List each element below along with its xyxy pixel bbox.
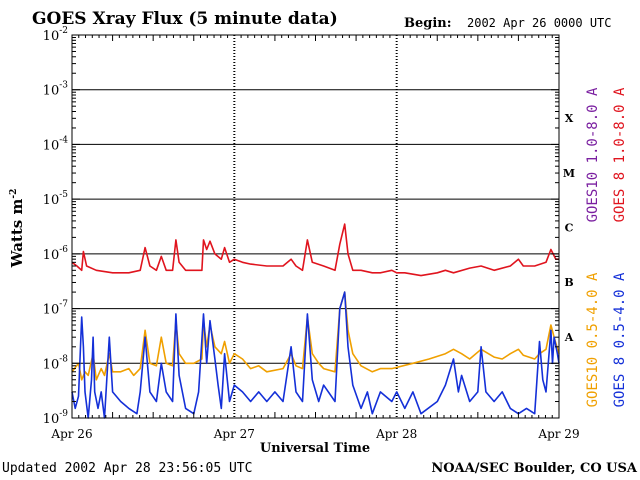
y-axis-title-sup: -2	[9, 189, 19, 199]
x-tick-label: Apr 28	[375, 427, 417, 441]
y-tick-label: 10-6	[43, 245, 69, 263]
y-tick-label: 10-7	[43, 300, 69, 318]
y-axis-title: Watts m-2	[8, 189, 26, 269]
y-tick-label: 10-9	[43, 409, 69, 427]
legend: GOES10 1.0-8.0 A GOES 8 1.0-8.0 A GOES10 0…	[585, 87, 628, 407]
data-layer	[71, 223, 560, 419]
plot-frame	[71, 34, 560, 419]
grid-layer	[72, 35, 559, 418]
x-tick-label: Apr 26	[50, 427, 92, 441]
source-text: NOAA/SEC Boulder, CO USA	[431, 461, 638, 476]
series-line	[71, 223, 559, 277]
flare-class-label: M	[563, 167, 575, 180]
x-axis-title: Universal Time	[260, 441, 370, 456]
flare-class-label: B	[564, 276, 573, 289]
y-axis-title-main: Watts m	[8, 199, 26, 269]
begin-value: 2002 Apr 26 0000 UTC	[467, 16, 612, 30]
y-tick-label: 10-8	[43, 354, 69, 372]
flare-class-label: X	[565, 112, 574, 125]
y-tick-label: 10-5	[43, 190, 69, 208]
legend-entry: GOES10 1.0-8.0 A	[585, 87, 601, 222]
y-tick-label: 10-4	[43, 135, 69, 153]
updated-text: Updated 2002 Apr 28 23:56:05 UTC	[2, 461, 252, 476]
flare-class-label: C	[565, 222, 574, 235]
x-tick-label: Apr 27	[213, 427, 255, 441]
chart-title: GOES Xray Flux (5 minute data)	[32, 9, 338, 29]
y-tick-label: 10-2	[43, 26, 68, 44]
begin-label: Begin:	[404, 16, 452, 31]
flare-class-label: A	[564, 331, 574, 344]
svg-text:Watts m-2: Watts m-2	[8, 189, 26, 269]
series-line	[71, 291, 560, 419]
series-line	[71, 291, 560, 381]
y-tick-label: 10-3	[43, 81, 69, 99]
x-tick-label: Apr 29	[537, 427, 579, 441]
legend-entry: GOES 8 1.0-8.0 A	[612, 87, 628, 222]
legend-entry: GOES 8 0.5-4.0 A	[612, 272, 628, 407]
legend-entry: GOES10 0.5-4.0 A	[585, 272, 601, 407]
